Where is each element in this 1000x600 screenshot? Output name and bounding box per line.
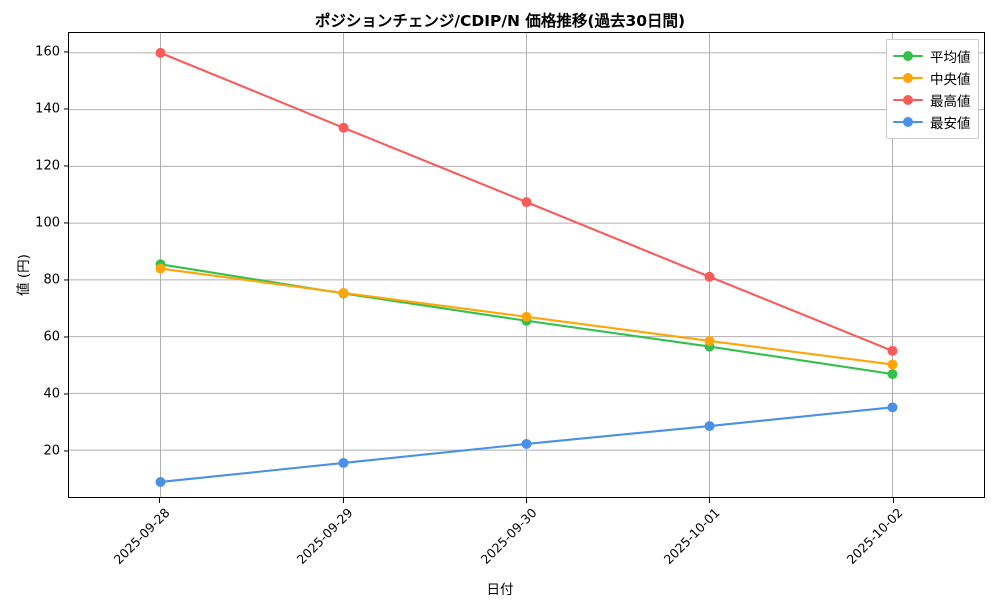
chart-legend[interactable]: 平均値中央値最高値最安値 (886, 39, 979, 139)
x-tick-mark (342, 498, 344, 503)
data-point-marker[interactable] (887, 359, 898, 370)
y-tick-label: 120 (35, 158, 60, 174)
x-tick-label: 2025-10-02 (843, 505, 906, 567)
legend-label: 中央値 (930, 72, 971, 88)
data-point-marker[interactable] (155, 476, 166, 487)
legend-item-0[interactable]: 平均値 (893, 45, 971, 67)
data-point-marker[interactable] (521, 311, 532, 322)
data-point-marker[interactable] (338, 122, 349, 133)
plot-area (68, 32, 985, 498)
legend-item-1[interactable]: 中央値 (893, 67, 971, 89)
data-point-marker[interactable] (521, 197, 532, 208)
data-point-marker[interactable] (887, 402, 898, 413)
x-tick-mark (159, 498, 161, 503)
x-tick-label: 2025-09-29 (293, 505, 356, 567)
y-tick-label: 20 (43, 443, 60, 459)
legend-marker-icon (893, 72, 923, 84)
legend-item-3[interactable]: 最安値 (893, 111, 971, 133)
data-point-marker[interactable] (521, 438, 532, 449)
data-point-marker[interactable] (155, 263, 166, 274)
data-point-marker[interactable] (704, 271, 715, 282)
x-tick-label: 2025-09-30 (477, 505, 540, 567)
plot-svg (69, 33, 984, 497)
y-axis-label: 値 (円) (16, 254, 32, 296)
y-tick-label: 60 (43, 329, 60, 345)
x-tick-label: 2025-09-28 (110, 505, 173, 567)
gridlines (69, 33, 984, 497)
legend-marker-icon (893, 50, 923, 62)
legend-label: 平均値 (930, 50, 971, 66)
x-tick-mark (526, 498, 528, 503)
legend-marker-icon (893, 94, 923, 106)
data-point-marker[interactable] (704, 335, 715, 346)
data-point-marker[interactable] (338, 457, 349, 468)
legend-item-2[interactable]: 最高値 (893, 89, 971, 111)
legend-marker-icon (893, 116, 923, 128)
data-point-marker[interactable] (704, 421, 715, 432)
legend-label: 最安値 (930, 116, 971, 132)
chart-title: ポジションチェンジ/CDIP/N 価格推移(過去30日間) (314, 12, 686, 30)
data-point-marker[interactable] (887, 369, 898, 380)
legend-label: 最高値 (930, 94, 971, 110)
y-tick-label: 40 (43, 386, 60, 402)
data-point-marker[interactable] (887, 345, 898, 356)
x-axis-label: 日付 (486, 582, 514, 598)
x-tick-label: 2025-10-01 (660, 505, 723, 567)
series-lines (155, 47, 898, 487)
y-tick-label: 140 (35, 101, 60, 117)
x-tick-mark (892, 498, 894, 503)
data-point-marker[interactable] (155, 47, 166, 58)
x-tick-mark (709, 498, 711, 503)
data-point-marker[interactable] (338, 287, 349, 298)
y-tick-label: 100 (35, 215, 60, 231)
y-tick-label: 160 (35, 44, 60, 60)
